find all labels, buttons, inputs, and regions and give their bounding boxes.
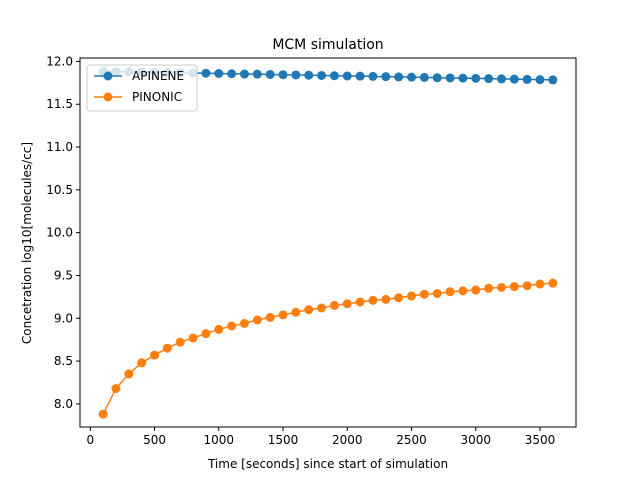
data-point-apinene <box>329 71 339 81</box>
data-point-pinonic <box>188 333 198 343</box>
data-point-apinene <box>368 71 378 81</box>
x-tick-label: 2500 <box>396 433 427 447</box>
legend-marker-apinene <box>103 71 113 81</box>
data-point-pinonic <box>419 289 429 299</box>
data-point-pinonic <box>162 343 172 353</box>
x-tick-label: 2000 <box>332 433 363 447</box>
y-tick-label: 10.0 <box>46 226 73 240</box>
x-tick-label: 500 <box>143 433 166 447</box>
data-point-pinonic <box>509 282 519 292</box>
data-point-pinonic <box>317 303 327 313</box>
data-point-pinonic <box>291 307 301 317</box>
data-point-pinonic <box>98 409 108 419</box>
data-point-pinonic <box>278 310 288 320</box>
data-point-pinonic <box>522 281 532 291</box>
data-point-apinene <box>548 75 558 85</box>
data-point-pinonic <box>535 279 545 289</box>
x-tick-label: 3500 <box>525 433 556 447</box>
data-point-apinene <box>535 75 545 85</box>
y-axis-label: Concetration log10[molecules/cc] <box>20 142 34 344</box>
data-point-pinonic <box>458 286 468 296</box>
data-point-apinene <box>432 73 442 83</box>
data-point-pinonic <box>484 283 494 293</box>
data-point-pinonic <box>111 383 121 393</box>
legend-label-apinene: APINENE <box>132 69 184 83</box>
y-tick-label: 8.5 <box>54 354 73 368</box>
y-tick-label: 12.0 <box>46 54 73 68</box>
data-point-apinene <box>265 69 275 79</box>
data-point-pinonic <box>432 288 442 298</box>
data-point-pinonic <box>214 324 224 334</box>
data-point-pinonic <box>548 278 558 288</box>
data-point-apinene <box>496 74 506 84</box>
data-point-apinene <box>419 72 429 82</box>
data-point-apinene <box>509 74 519 84</box>
y-tick-label: 9.5 <box>54 268 73 282</box>
chart-title: MCM simulation <box>272 37 383 53</box>
y-tick-label: 11.0 <box>46 140 73 154</box>
data-point-apinene <box>227 69 237 79</box>
data-point-pinonic <box>239 318 249 328</box>
data-point-apinene <box>522 74 532 84</box>
data-point-apinene <box>394 72 404 82</box>
y-tick-label: 10.5 <box>46 183 73 197</box>
y-tick-label: 11.5 <box>46 97 73 111</box>
data-point-pinonic <box>394 293 404 303</box>
x-tick-label: 1500 <box>268 433 299 447</box>
data-point-pinonic <box>496 282 506 292</box>
data-point-pinonic <box>201 329 211 339</box>
data-point-apinene <box>239 69 249 79</box>
data-point-pinonic <box>227 321 237 331</box>
data-point-apinene <box>317 70 327 80</box>
data-point-pinonic <box>342 299 352 309</box>
data-point-pinonic <box>304 305 314 315</box>
x-axis-label: Time [seconds] since start of simulation <box>207 457 448 471</box>
data-point-apinene <box>471 73 481 83</box>
data-point-apinene <box>484 74 494 84</box>
data-point-pinonic <box>471 285 481 295</box>
data-point-apinene <box>342 71 352 81</box>
x-tick-label: 1000 <box>204 433 235 447</box>
data-point-apinene <box>304 70 314 80</box>
data-point-pinonic <box>381 294 391 304</box>
legend-marker-pinonic <box>103 92 113 102</box>
data-point-apinene <box>201 68 211 78</box>
data-point-apinene <box>252 69 262 79</box>
data-point-pinonic <box>355 297 365 307</box>
axes-frame <box>79 57 577 428</box>
data-point-pinonic <box>252 315 262 325</box>
data-point-apinene <box>445 73 455 83</box>
legend-label-pinonic: PINONIC <box>132 90 182 104</box>
data-point-apinene <box>278 70 288 80</box>
y-tick-label: 8.0 <box>54 397 73 411</box>
data-point-pinonic <box>265 312 275 322</box>
y-tick-label: 9.0 <box>54 311 73 325</box>
data-point-pinonic <box>150 350 160 360</box>
data-point-pinonic <box>124 369 134 379</box>
data-point-pinonic <box>407 291 417 301</box>
data-point-pinonic <box>137 358 147 368</box>
data-point-apinene <box>291 70 301 80</box>
data-point-apinene <box>407 72 417 82</box>
data-point-pinonic <box>368 295 378 305</box>
data-point-apinene <box>458 73 468 83</box>
x-tick-label: 3000 <box>460 433 491 447</box>
data-point-pinonic <box>175 337 185 347</box>
legend: APINENE PINONIC <box>86 64 198 112</box>
data-point-apinene <box>381 72 391 82</box>
data-point-apinene <box>214 69 224 78</box>
data-point-pinonic <box>445 287 455 297</box>
x-tick-label: 0 <box>86 433 94 447</box>
data-point-pinonic <box>329 300 339 310</box>
data-point-apinene <box>355 71 365 81</box>
